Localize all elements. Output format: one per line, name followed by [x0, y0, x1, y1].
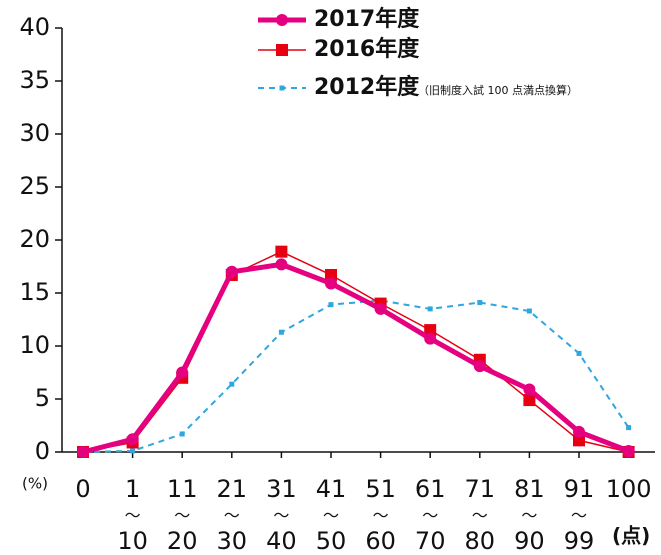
x-tick-top: 51: [365, 475, 396, 503]
x-tick-top: 71: [465, 475, 496, 503]
x-tick-bottom: 70: [415, 527, 446, 555]
series-marker: [526, 308, 532, 314]
series-line: [82, 261, 630, 455]
y-tick-label: 30: [19, 119, 50, 147]
series-marker: [126, 433, 139, 446]
series-marker: [77, 446, 89, 458]
y-unit: (%): [22, 475, 48, 493]
y-tick-label: 5: [35, 384, 50, 412]
x-tick-label: 41 〜 50: [316, 475, 347, 555]
x-tick-top: 41: [316, 475, 347, 503]
series-line: [82, 299, 630, 453]
x-tick-top: 31: [266, 475, 297, 503]
x-tick-sep: 〜: [273, 506, 289, 525]
series-marker: [427, 306, 433, 312]
x-tick-label: 51 〜 60: [365, 475, 396, 555]
series-marker: [325, 268, 337, 281]
series-marker: [626, 425, 632, 431]
series-marker: [523, 383, 536, 396]
series-marker: [622, 444, 635, 457]
legend-marker: [279, 85, 285, 91]
series-marker: [130, 448, 136, 454]
y-tick-label: 10: [19, 331, 50, 359]
y-tick-label: 20: [19, 225, 50, 253]
series-marker: [179, 431, 185, 437]
x-tick-bottom: 80: [465, 527, 496, 555]
x-tick-bottom: 99: [564, 527, 595, 555]
x-tick-top: 91: [564, 475, 595, 503]
x-tick-label: 1 〜 10: [117, 475, 148, 555]
x-tick-bottom: 10: [117, 527, 148, 555]
x-tick-top: 61: [415, 475, 446, 503]
x-tick-bottom: 40: [266, 527, 297, 555]
x-tick-sep: 〜: [174, 506, 190, 525]
x-tick-label: 81 〜 90: [514, 475, 545, 555]
x-tick-bottom: 50: [316, 527, 347, 555]
series-line: [82, 250, 629, 453]
series-marker: [374, 302, 387, 315]
x-tick-label: 21 〜 30: [217, 475, 248, 555]
x-tick-label: 71 〜 80: [465, 475, 496, 555]
series-marker: [473, 360, 486, 373]
series-marker: [477, 300, 483, 306]
series-marker: [225, 265, 238, 278]
series-marker: [523, 394, 536, 407]
y-tick-label: 25: [19, 172, 50, 200]
series-marker: [573, 434, 585, 447]
x-tick-top: 11: [167, 475, 198, 503]
x-tick-top: 81: [514, 475, 545, 503]
series-marker: [176, 366, 189, 379]
series-marker: [275, 258, 288, 271]
legend-note: （旧制度入試 100 点満点換算）: [418, 83, 578, 97]
series-marker: [229, 381, 235, 387]
x-tick-label: 91 〜 99: [564, 475, 595, 555]
x-tick-label: 0: [75, 475, 90, 503]
series-marker: [424, 332, 437, 345]
x-tick-label: 31 〜 40: [266, 475, 297, 555]
x-tick-sep: 〜: [571, 506, 587, 525]
x-tick-sep: 〜: [125, 506, 141, 525]
x-tick-sep: 〜: [521, 506, 537, 525]
x-unit: (点): [612, 524, 650, 548]
x-tick-sep: 〜: [422, 506, 438, 525]
x-tick-sep: 〜: [373, 506, 389, 525]
x-tick-top: 1: [125, 475, 140, 503]
y-tick-label: 35: [19, 66, 50, 94]
y-tick-label: 0: [35, 437, 50, 465]
x-tick-sep: 〜: [472, 506, 488, 525]
series-marker: [275, 245, 288, 258]
x-tick-bottom: 90: [514, 527, 545, 555]
series-marker: [328, 302, 334, 308]
legend-label: 2016年度: [314, 36, 420, 62]
series-marker: [573, 425, 585, 438]
legend-label: 2017年度: [314, 6, 420, 32]
series-marker: [278, 329, 284, 335]
x-tick-bottom: 60: [365, 527, 396, 555]
y-tick-label: 15: [19, 278, 50, 306]
x-tick-top: 21: [217, 475, 248, 503]
x-tick-bottom: 30: [217, 527, 248, 555]
x-tick-sep: 〜: [323, 506, 339, 525]
series-marker: [424, 324, 437, 337]
x-tick-sep: 〜: [224, 506, 240, 525]
legend-label: 2012年度: [314, 74, 420, 100]
y-tick-label: 40: [19, 13, 50, 41]
legend-marker: [276, 44, 288, 56]
x-tick-label: 100: [606, 475, 652, 503]
series-marker: [325, 277, 337, 290]
x-tick-bottom: 20: [167, 527, 198, 555]
series-marker: [576, 350, 582, 356]
x-tick-label: 61 〜 70: [415, 475, 446, 555]
legend-marker: [276, 14, 288, 26]
x-tick-label: 11 〜 20: [167, 475, 198, 555]
